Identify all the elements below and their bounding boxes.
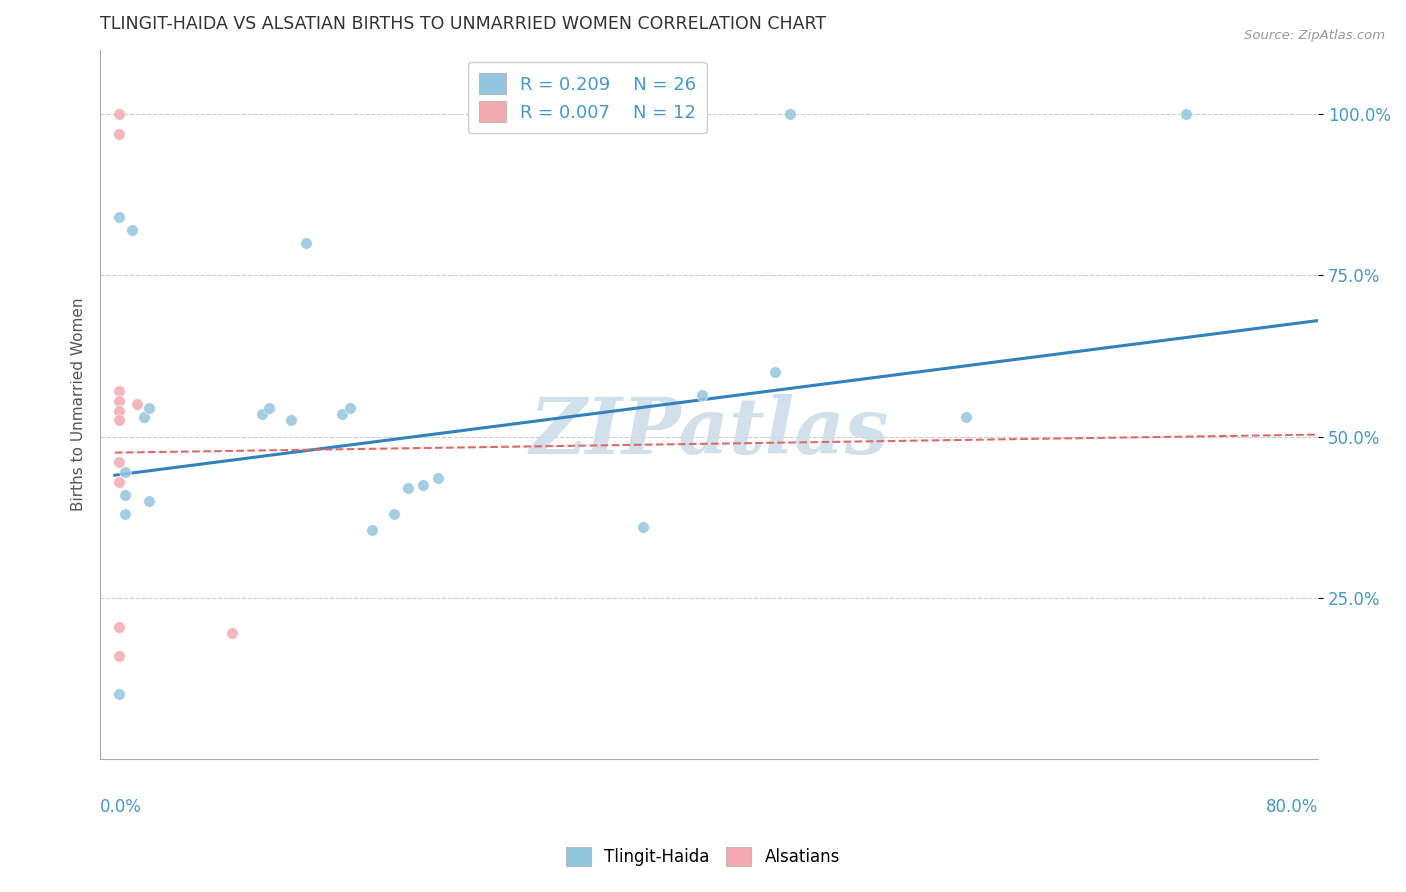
Legend: R = 0.209    N = 26, R = 0.007    N = 12: R = 0.209 N = 26, R = 0.007 N = 12 — [468, 62, 707, 133]
Text: 0.0%: 0.0% — [100, 797, 142, 816]
Point — [280, 413, 302, 427]
Point — [426, 471, 449, 485]
Point — [138, 401, 160, 415]
Point — [360, 523, 382, 537]
Point — [108, 620, 131, 634]
Point — [294, 236, 316, 251]
Point — [339, 401, 361, 415]
Point — [108, 211, 131, 225]
Point — [125, 397, 148, 411]
Point — [114, 465, 136, 479]
Point — [108, 687, 131, 701]
Y-axis label: Births to Unmarried Women: Births to Unmarried Women — [72, 298, 86, 511]
Legend: Tlingit-Haida, Alsatians: Tlingit-Haida, Alsatians — [560, 840, 846, 873]
Point — [108, 394, 131, 409]
Text: 80.0%: 80.0% — [1265, 797, 1319, 816]
Point — [108, 127, 131, 141]
Point — [955, 410, 977, 425]
Point — [763, 365, 786, 379]
Point — [330, 407, 353, 421]
Point — [108, 413, 131, 427]
Point — [257, 401, 280, 415]
Point — [396, 481, 419, 495]
Point — [250, 407, 273, 421]
Point — [108, 455, 131, 469]
Point — [412, 478, 434, 492]
Point — [108, 384, 131, 399]
Point — [779, 107, 801, 121]
Point — [108, 475, 131, 489]
Point — [1175, 107, 1198, 121]
Text: Source: ZipAtlas.com: Source: ZipAtlas.com — [1244, 29, 1385, 42]
Point — [108, 648, 131, 663]
Point — [631, 520, 654, 534]
Point — [108, 403, 131, 417]
Text: TLINGIT-HAIDA VS ALSATIAN BIRTHS TO UNMARRIED WOMEN CORRELATION CHART: TLINGIT-HAIDA VS ALSATIAN BIRTHS TO UNMA… — [100, 15, 827, 33]
Point — [134, 410, 156, 425]
Point — [114, 487, 136, 501]
Text: ZIPatlas: ZIPatlas — [530, 394, 889, 471]
Point — [382, 507, 405, 521]
Point — [690, 387, 713, 401]
Point — [108, 107, 131, 121]
Point — [114, 507, 136, 521]
Point — [121, 223, 143, 237]
Point — [221, 626, 243, 640]
Point — [138, 494, 160, 508]
